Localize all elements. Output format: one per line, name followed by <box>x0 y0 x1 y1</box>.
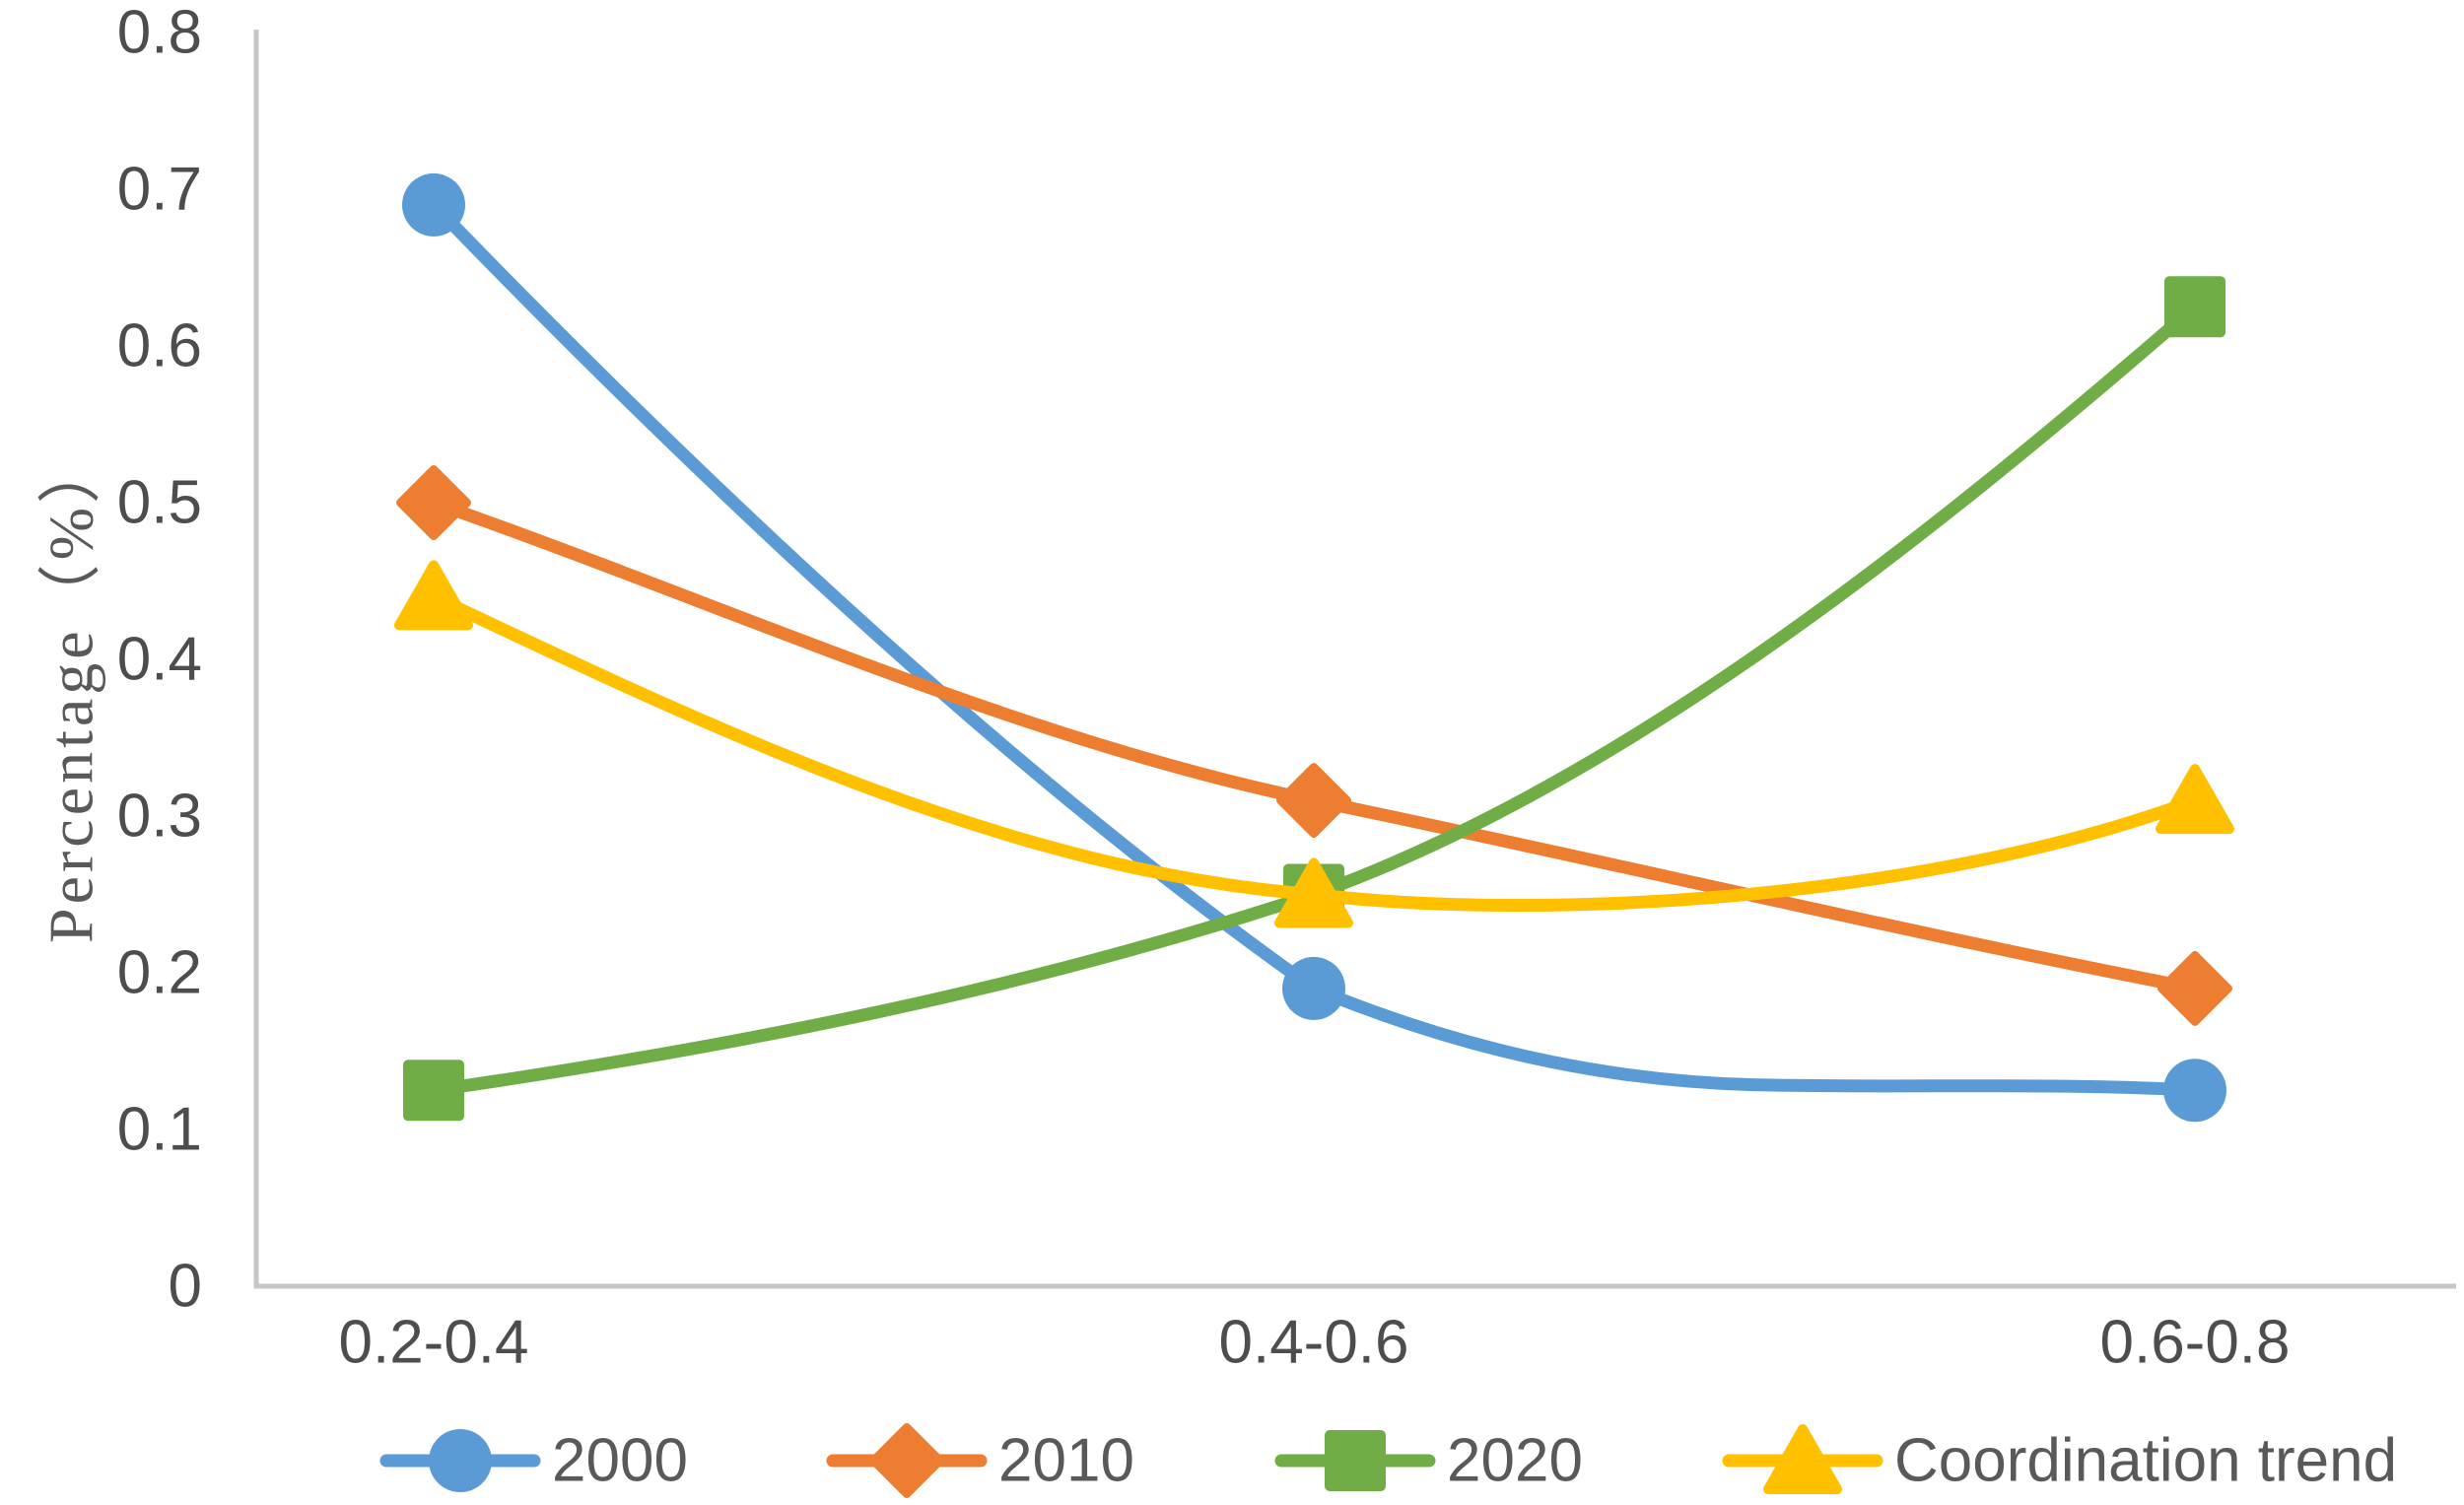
marker-2010-2 <box>2157 950 2232 1026</box>
series-coordination-trend <box>394 560 2234 928</box>
y-tick-label-0-6: 0.6 <box>117 312 202 380</box>
y-tick-label-0-5: 0.5 <box>117 469 202 537</box>
marker-coordination-trend-0 <box>394 560 473 631</box>
series-2010 <box>396 465 2232 1026</box>
marker-2020-0 <box>403 1060 464 1122</box>
marker-2000-2 <box>2163 1059 2226 1123</box>
x-tick-label-0-2-0-4: 0.2-0.4 <box>338 1309 528 1377</box>
legend-item-coordination-trend: Coordination trend <box>1722 1424 2397 1495</box>
marker-2010-0 <box>396 465 471 540</box>
legend-item-2010: 2010 <box>826 1423 1134 1498</box>
legend-label-2020: 2020 <box>1447 1427 1583 1495</box>
legend-marker-2020 <box>1325 1430 1386 1491</box>
legend-item-2020: 2020 <box>1274 1427 1583 1495</box>
marker-2020-2 <box>2164 276 2225 338</box>
legend-marker-coordination-trend <box>1763 1424 1842 1494</box>
marker-coordination-trend-1 <box>1274 857 1353 928</box>
legend-label-2010: 2010 <box>998 1427 1134 1495</box>
legend-label-coordination-trend: Coordination trend <box>1894 1427 2397 1495</box>
marker-2010-1 <box>1276 763 1351 839</box>
y-tick-label-0: 0 <box>169 1253 202 1321</box>
y-tick-label-0-2: 0.2 <box>117 939 202 1007</box>
series-line-2000 <box>427 198 2202 1097</box>
legend-marker-2000 <box>429 1429 492 1492</box>
y-tick-label-0-1: 0.1 <box>117 1096 202 1164</box>
series-2000 <box>402 172 2226 1123</box>
y-tick-label-0-7: 0.7 <box>117 156 202 224</box>
x-tick-label-0-4-0-6: 0.4-0.6 <box>1218 1309 1408 1377</box>
x-tick-label-0-6-0-8: 0.6-0.8 <box>2099 1309 2290 1377</box>
y-axis-title: Percentage（%） <box>36 437 106 943</box>
y-tick-label-0-3: 0.3 <box>117 783 202 851</box>
marker-2000-0 <box>402 172 465 237</box>
legend-label-2000: 2000 <box>552 1427 688 1495</box>
marker-2000-1 <box>1282 956 1345 1020</box>
legend-item-2000: 2000 <box>379 1427 688 1495</box>
marker-coordination-trend-2 <box>2156 764 2234 835</box>
y-tick-label-0-4: 0.4 <box>117 626 202 694</box>
y-tick-label-0-8: 0.8 <box>117 0 202 67</box>
legend-marker-2010 <box>869 1423 944 1498</box>
